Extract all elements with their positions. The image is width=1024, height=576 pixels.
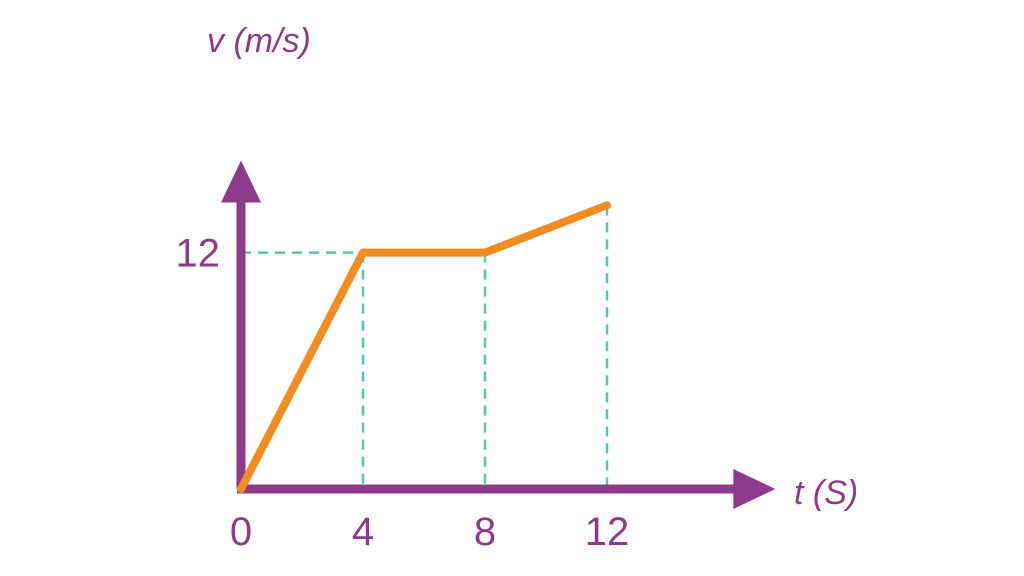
data-point-2 [481, 248, 489, 257]
data-point-0 [237, 485, 245, 493]
x-axis-arrow [733, 469, 776, 509]
x-axis-title: t (S) [794, 474, 858, 512]
x-tick-label-8: 8 [474, 510, 496, 554]
y-axis-title: v (m/s) [207, 22, 311, 60]
guide-lines [241, 205, 609, 489]
y-tick-label-12: 12 [176, 232, 221, 276]
labels-layer: v (m/s) t (S) 0 4 8 12 12 [176, 22, 859, 554]
series-layer [237, 201, 611, 493]
data-point-1 [359, 248, 367, 257]
x-tick-label-4: 4 [352, 510, 374, 554]
y-axis-arrow [221, 160, 261, 203]
x-tick-label-12: 12 [585, 510, 630, 554]
x-tick-label-0: 0 [230, 510, 252, 554]
axes [221, 160, 776, 509]
velocity-line [237, 201, 611, 493]
data-point-3 [603, 201, 611, 210]
